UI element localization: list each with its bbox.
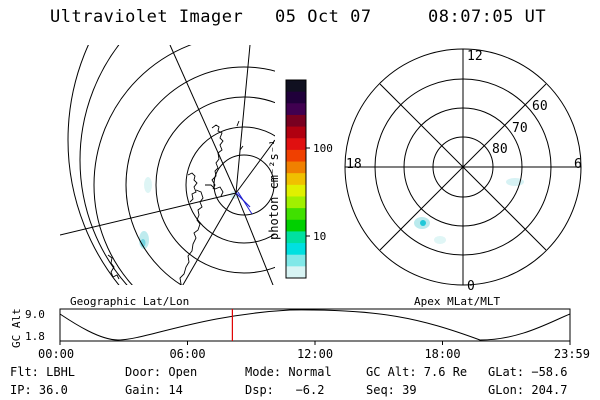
colorbar-cell [286,126,306,139]
colorbar-cell [286,114,306,128]
observation-date: 05 Oct 07 [275,7,372,27]
colorbar-tick-10: 10 [313,230,326,243]
instrument-title: Ultraviolet Imager [50,7,244,27]
colorbar-cell [286,243,306,256]
colorbar-tick-100: 100 [313,142,333,155]
timeline-x-ticks: 00:00 06:00 12:00 18:00 23:59 [38,341,590,361]
dsp-value: Dsp: −6.2 [245,383,325,397]
longitude-lines [60,45,275,285]
colorbar-cell [286,138,306,151]
timeline-tick-label: 12:00 [297,347,333,361]
timeline-ytick-max: 9.0 [25,308,45,321]
colorbar-cell [286,231,306,244]
timeline-axis-label: GC Alt [10,308,23,348]
colorbar-cell [286,173,306,186]
door-status: Door: Open [125,365,198,379]
colorbar-cell [286,184,306,197]
colorbar-cell [286,254,306,267]
geographic-latitude: GLat: −58.6 [488,365,568,379]
coastline [107,120,244,285]
mode-status: Mode: Normal [245,365,332,379]
colorbar-cell [286,91,306,104]
colorbar-unit-label: photon cm⁻²s⁻¹ [267,139,281,240]
geographic-map [60,45,275,285]
mlat-label-80: 80 [492,142,508,157]
mlat-label-60: 60 [532,99,548,114]
colorbar: 100 10 photon cm⁻²s⁻¹ [267,79,333,279]
sequence-number: Seq: 39 [366,383,417,397]
mlt-label-12: 12 [467,49,483,64]
gc-altitude: GC Alt: 7.6 Re [366,365,468,379]
colorbar-cell [286,196,306,209]
colorbar-cell [286,161,306,174]
colorbar-cell [286,103,306,116]
colorbar-cell [286,266,306,279]
filter-status: Flt: LBHL [10,365,76,379]
geographic-longitude: GLon: 204.7 [488,383,568,397]
colorbar-cell [286,208,306,221]
latitude-lines [67,45,275,285]
gain-value: Gain: 14 [125,383,183,397]
timeline-tick-label: 06:00 [169,347,205,361]
orbit-timeline: Geographic Lat/Lon Apex MLat/MLT GC Alt … [10,295,590,361]
timeline-left-title: Geographic Lat/Lon [70,295,189,308]
timeline-tick-label: 18:00 [424,347,460,361]
timeline-tick-label: 23:59 [554,347,590,361]
mlt-label-18: 18 [346,157,362,172]
timeline-tick-label: 00:00 [38,347,74,361]
colorbar-cell [286,80,306,93]
colorbar-cell [286,149,306,163]
timeline-ytick-min: 1.8 [25,330,45,343]
mlat-label-70: 70 [512,121,528,136]
polar-mlt-plot: 12 18 6 0 60 70 80 [344,48,582,294]
ip-value: IP: 36.0 [10,383,68,397]
mlt-label-0: 0 [467,279,475,294]
colorbar-cell [286,219,306,232]
observation-time: 08:07:05 UT [428,7,547,27]
altitude-curve [59,309,571,341]
timeline-right-title: Apex MLat/MLT [414,295,500,308]
mlt-label-6: 6 [574,157,582,172]
